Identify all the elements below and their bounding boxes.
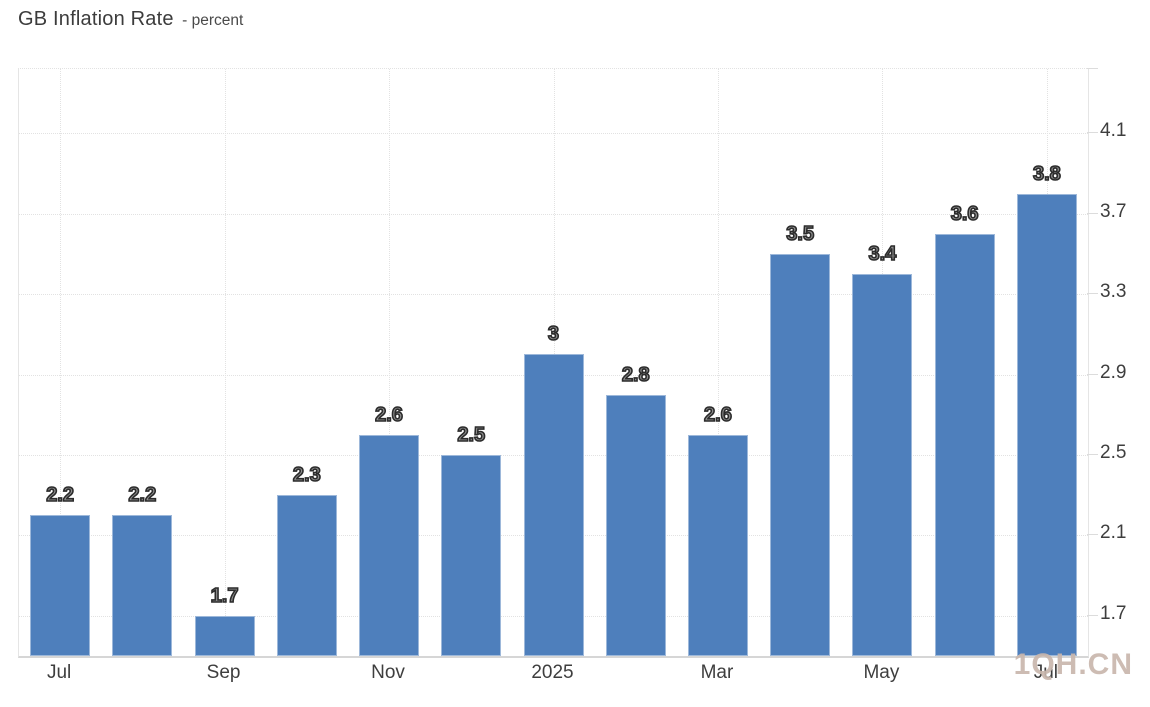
y-axis-tick [1087,132,1098,134]
bar-value-label: 3.5 [785,222,815,246]
bar [441,454,502,656]
bar [194,615,255,656]
bar [112,515,173,656]
x-axis-label: 2025 [531,662,574,683]
x-axis-label: Mar [700,662,734,683]
bar-value-label: 2.3 [292,463,321,487]
chart-header: GB Inflation Rate - percent [18,8,243,31]
y-axis-label: 4.1 [1100,120,1127,142]
y-axis-label: 2.1 [1100,522,1127,544]
bar-value-label: 1.7 [210,584,239,608]
bar [605,394,666,656]
bar-value-label: 2.8 [621,363,650,387]
bar-value-label: 3.8 [1032,162,1061,186]
y-axis-label: 1.7 [1100,602,1127,624]
bar [687,434,748,656]
y-axis-label: 2.5 [1100,441,1127,463]
plot-area: 2.2 2.2 1.7 2.3 2.6 2.5 3 2.8 2.6 3.5 3.4 3.6 3.8 [18,68,1089,658]
x-axis-label: Nov [371,662,405,683]
bar [770,253,831,656]
bar [30,515,91,656]
chart-subtitle: - percent [182,12,244,29]
y-axis-tick [1087,534,1098,536]
v-gridline [389,69,391,656]
v-gridline [717,69,719,656]
y-axis-label: 2.9 [1100,361,1127,383]
x-axis-label: Sep [206,662,241,683]
y-axis-tick [1087,293,1098,295]
y-axis-tick [1087,614,1098,616]
v-gridline [60,69,62,656]
bar [359,434,420,656]
watermark: 1QH.CN [1013,648,1133,681]
bar [934,233,995,656]
x-axis-label: May [863,662,900,683]
bar-value-label: 2.2 [128,483,157,507]
bar-value-label: 2.6 [374,403,403,427]
x-axis-label: Jul [1033,662,1059,683]
y-axis-top-tick [1087,68,1098,69]
bar [523,354,584,656]
bar-value-label: 3 [547,323,560,347]
bar-value-label: 2.5 [457,423,486,447]
bar [852,274,913,656]
bar-value-label: 3.4 [868,242,897,266]
bar-value-label: 2.2 [45,483,75,507]
y-axis-tick [1087,212,1098,214]
y-axis-label: 3.3 [1100,281,1127,303]
y-axis-tick [1087,453,1098,455]
x-axis-label: Jul [46,662,72,683]
chart-title: GB Inflation Rate [18,8,174,30]
v-gridline [224,69,226,656]
bar-value-label: 3.6 [950,202,979,226]
y-axis-label: 3.7 [1100,200,1127,222]
bar [1016,193,1077,656]
bar-value-label: 2.6 [703,403,732,427]
bar [276,495,337,656]
y-axis-tick [1087,373,1098,375]
